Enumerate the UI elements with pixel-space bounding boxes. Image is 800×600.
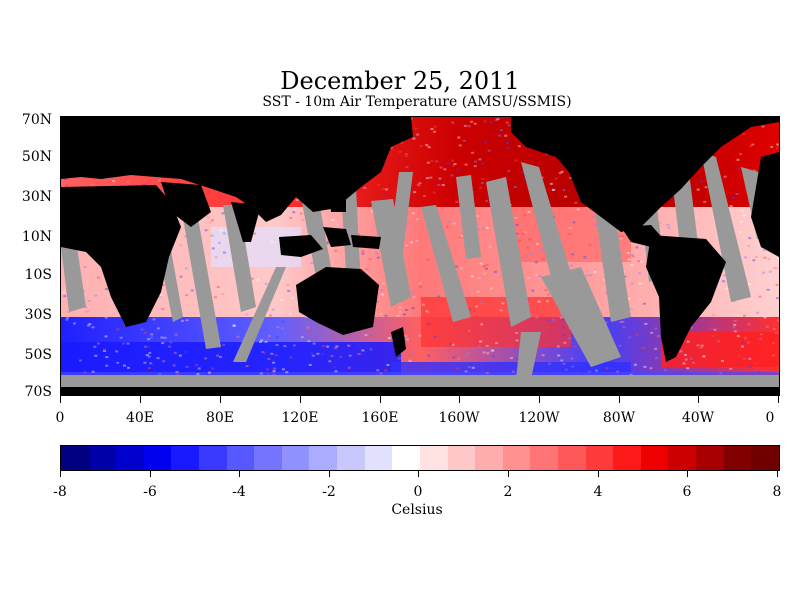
colorbar-segment bbox=[199, 446, 227, 470]
colorbar-label-8: 8 bbox=[772, 484, 782, 500]
colorbar-segment bbox=[254, 446, 282, 470]
lat-label-70s: 70S bbox=[24, 384, 52, 400]
lon-label-80e: 80E bbox=[205, 410, 235, 426]
colorbar-tick bbox=[60, 471, 61, 477]
lon-label-40e: 40E bbox=[125, 410, 155, 426]
colorbar-segment bbox=[61, 446, 89, 470]
colorbar-segment bbox=[668, 446, 697, 470]
lat-label-70n: 70N bbox=[21, 112, 52, 128]
lon-tick bbox=[619, 395, 620, 403]
colorbar-segment bbox=[723, 446, 752, 470]
colorbar-segment bbox=[171, 446, 200, 470]
colorbar-segment bbox=[281, 446, 310, 470]
colorbar-segment bbox=[88, 446, 117, 470]
colorbar-tick bbox=[239, 471, 240, 477]
lon-label-80w: 80W bbox=[602, 410, 636, 426]
colorbar-segment bbox=[751, 446, 779, 470]
colorbar-segment bbox=[475, 446, 503, 470]
colorbar-segment bbox=[392, 446, 420, 470]
lon-label-0: 0 bbox=[55, 410, 65, 426]
colorbar-tick bbox=[687, 471, 688, 477]
colorbar-segment bbox=[447, 446, 476, 470]
lon-tick bbox=[300, 395, 301, 403]
lon-label-40w: 40W bbox=[681, 410, 715, 426]
colorbar-tick bbox=[418, 471, 419, 477]
colorbar-tick bbox=[150, 471, 151, 477]
colorbar-label-neg4: -4 bbox=[232, 484, 246, 500]
colorbar-segment bbox=[696, 446, 724, 470]
colorbar-label-6: 6 bbox=[682, 484, 692, 500]
colorbar-segment bbox=[585, 446, 614, 470]
colorbar-segment bbox=[364, 446, 393, 470]
colorbar-label-neg8: -8 bbox=[53, 484, 67, 500]
colorbar-segment bbox=[419, 446, 448, 470]
colorbar-segment bbox=[502, 446, 531, 470]
colorbar-segment bbox=[309, 446, 338, 470]
colorbar-label-2: 2 bbox=[503, 484, 513, 500]
colorbar bbox=[60, 445, 780, 471]
lat-label-50s: 50S bbox=[24, 347, 52, 363]
colorbar-segment bbox=[530, 446, 558, 470]
lat-label-30s: 30S bbox=[24, 307, 52, 323]
colorbar-label-neg6: -6 bbox=[143, 484, 157, 500]
colorbar-segment bbox=[143, 446, 172, 470]
lon-tick bbox=[539, 395, 540, 403]
sst-air-temp-map bbox=[60, 116, 780, 396]
colorbar-label-4: 4 bbox=[593, 484, 603, 500]
lon-tick bbox=[778, 395, 779, 403]
colorbar-segment bbox=[226, 446, 255, 470]
lon-tick bbox=[698, 395, 699, 403]
lon-label-120w: 120W bbox=[518, 410, 560, 426]
lon-label-120e: 120E bbox=[281, 410, 319, 426]
colorbar-tick bbox=[777, 471, 778, 477]
colorbar-tick bbox=[329, 471, 330, 477]
colorbar-segment bbox=[640, 446, 669, 470]
colorbar-segment bbox=[613, 446, 641, 470]
land-masses bbox=[61, 117, 779, 395]
lat-label-50n: 50N bbox=[21, 149, 52, 165]
lon-tick bbox=[140, 395, 141, 403]
lat-label-30n: 30N bbox=[21, 189, 52, 205]
lat-label-10n: 10N bbox=[21, 229, 52, 245]
colorbar-segment bbox=[337, 446, 365, 470]
lon-label-0-end: 0 bbox=[765, 410, 775, 426]
colorbar-label-0: 0 bbox=[413, 484, 423, 500]
colorbar-label-neg2: -2 bbox=[322, 484, 336, 500]
lon-tick bbox=[459, 395, 460, 403]
colorbar-tick bbox=[598, 471, 599, 477]
lat-label-10s: 10S bbox=[24, 267, 52, 283]
lon-tick bbox=[60, 395, 61, 403]
map-title: December 25, 2011 bbox=[280, 67, 520, 95]
colorbar-segment bbox=[557, 446, 586, 470]
lon-label-160e: 160E bbox=[361, 410, 399, 426]
map-canvas bbox=[61, 117, 779, 395]
map-subtitle: SST - 10m Air Temperature (AMSU/SSMIS) bbox=[262, 94, 572, 110]
lon-label-160w: 160W bbox=[438, 410, 480, 426]
colorbar-units: Celsius bbox=[391, 502, 443, 518]
colorbar-segment bbox=[116, 446, 144, 470]
colorbar-tick bbox=[508, 471, 509, 477]
lon-tick bbox=[380, 395, 381, 403]
lon-tick bbox=[220, 395, 221, 403]
